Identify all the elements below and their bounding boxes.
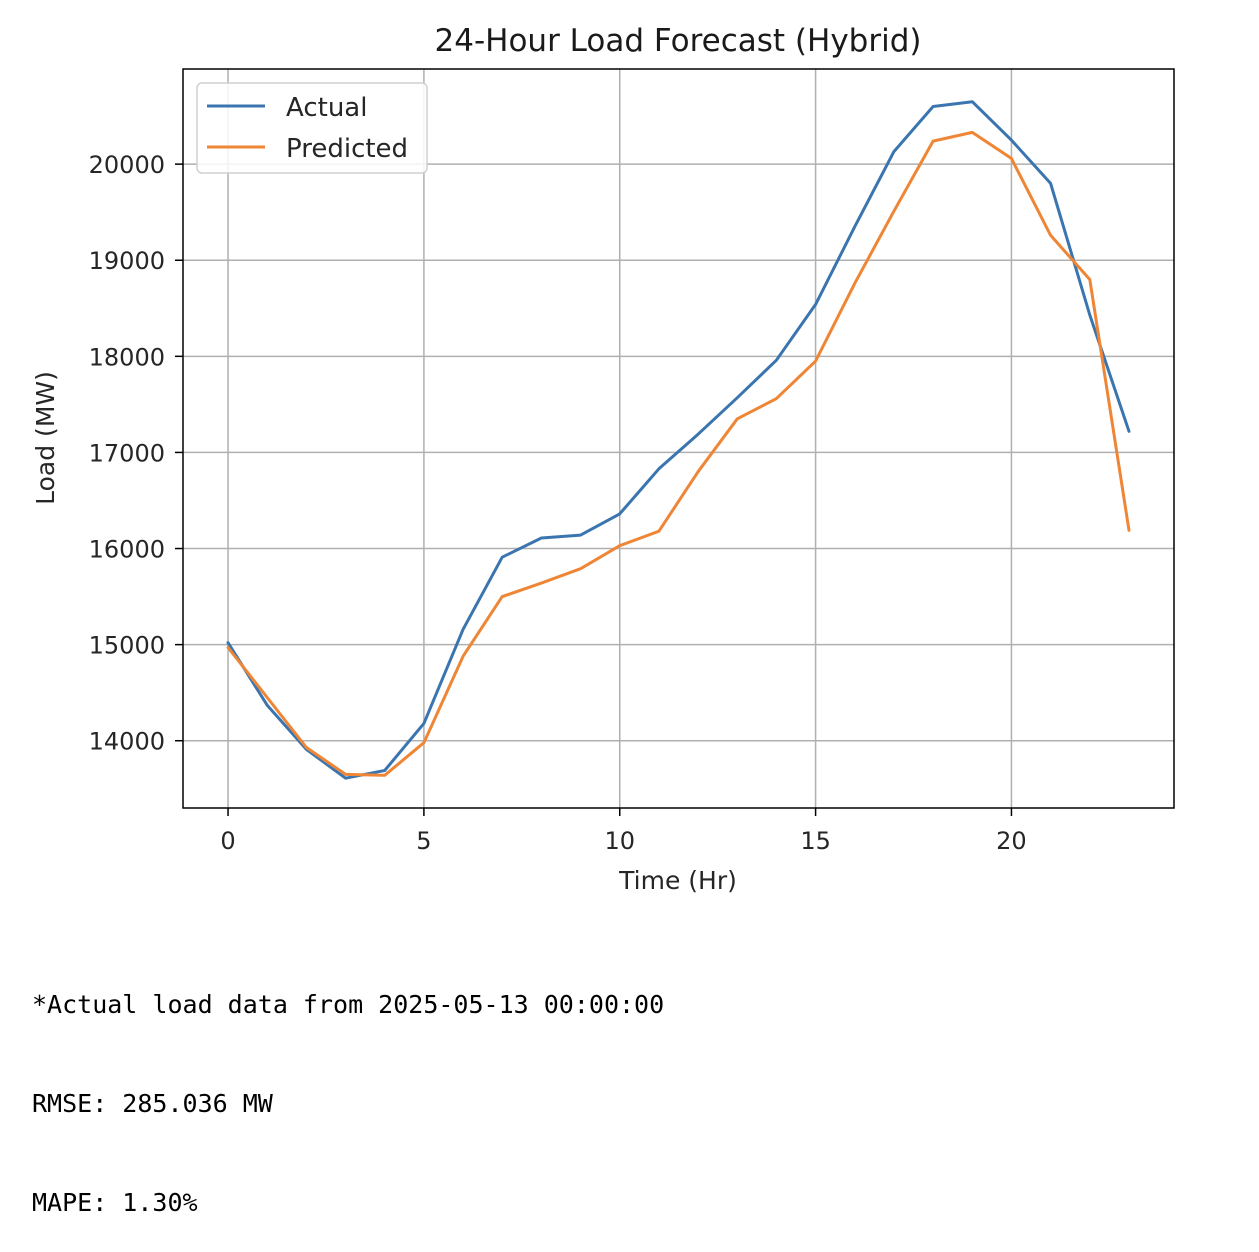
y-tick-label: 17000 xyxy=(89,439,165,467)
y-tick-label: 18000 xyxy=(89,343,165,371)
x-tick-label: 20 xyxy=(996,827,1027,855)
data-source-note: *Actual load data from 2025-05-13 00:00:… xyxy=(32,990,665,1019)
y-tick-label: 15000 xyxy=(89,632,165,660)
y-tick-label: 19000 xyxy=(89,247,165,275)
plot-area-frame xyxy=(182,68,1175,809)
series-line-actual xyxy=(226,100,1131,780)
load-forecast-chart: 24-Hour Load Forecast (Hybrid) 0 5 10 15 20 … xyxy=(31,23,1175,895)
x-axis-label: Time (Hr) xyxy=(618,866,737,895)
rmse-metric: RMSE: 285.036 MW xyxy=(32,1089,273,1118)
y-axis-ticks: 14000 15000 16000 17000 18000 19000 20000 xyxy=(89,151,183,756)
series-line-predicted xyxy=(226,130,1131,777)
chart-footnote: *Actual load data from 2025-05-13 00:00:… xyxy=(32,922,664,1252)
series-lines xyxy=(226,100,1131,780)
x-tick-label: 5 xyxy=(416,827,431,855)
y-tick-label: 16000 xyxy=(89,536,165,564)
y-axis-label: Load (MW) xyxy=(31,371,60,505)
legend-label-predicted: Predicted xyxy=(286,134,408,164)
x-tick-label: 15 xyxy=(800,827,831,855)
x-axis-ticks: 0 5 10 15 20 xyxy=(220,808,1027,855)
chart-title: 24-Hour Load Forecast (Hybrid) xyxy=(435,23,922,59)
x-tick-label: 0 xyxy=(220,827,235,855)
grid-lines xyxy=(183,69,1174,808)
x-tick-label: 10 xyxy=(604,827,635,855)
y-tick-label: 14000 xyxy=(89,728,165,756)
chart-legend: Actual Predicted xyxy=(196,82,428,174)
mape-metric: MAPE: 1.30% xyxy=(32,1188,198,1217)
y-tick-label: 20000 xyxy=(89,151,165,179)
legend-label-actual: Actual xyxy=(286,93,367,123)
